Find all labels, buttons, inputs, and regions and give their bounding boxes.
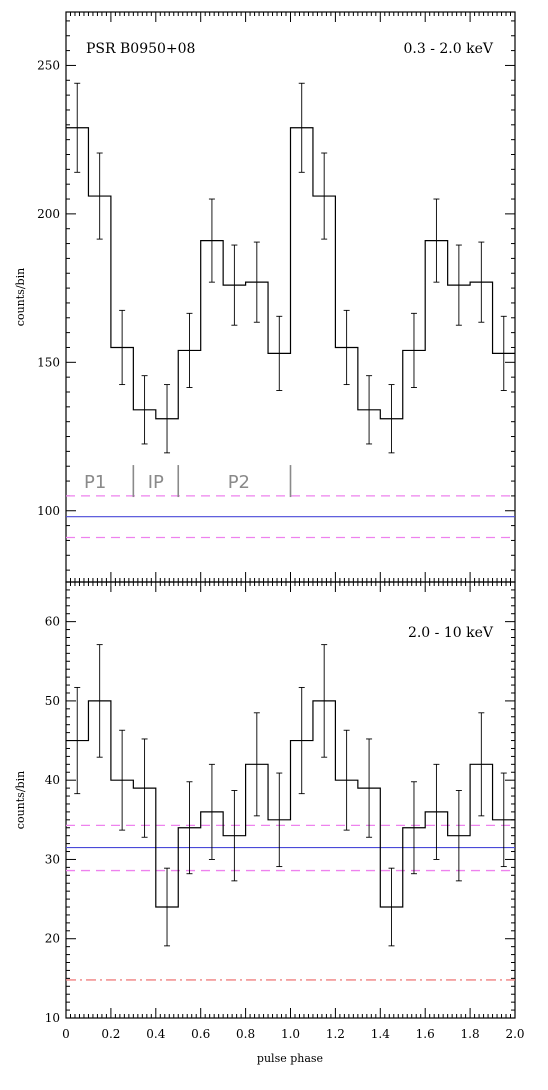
soft-y-tick-label: 200 [37,207,60,221]
hard-x-tick-label: 0.8 [236,1027,255,1041]
hard-band-panel: 2.0 - 10 keV counts/bin pulse phase 0 0.2… [14,581,525,1065]
soft-y-tick-label: 150 [37,355,60,369]
hard-x-tick-label: 1.8 [461,1027,480,1041]
hard-x-tick-label: 0.2 [101,1027,120,1041]
pulsar-name-label: PSR B0950+08 [86,41,195,57]
phase-region-label: IP [148,472,164,493]
soft-energy-range-label: 0.3 - 2.0 keV [404,41,494,57]
hard-x-tick-label: 0.4 [146,1027,165,1041]
phase-region-label: P1 [84,472,106,493]
hard-x-tick-label: 0.6 [191,1027,210,1041]
hard-count-histogram [66,700,515,908]
phase-region-label: P2 [228,472,250,493]
soft-band-marks: 100 150 200 250 P1 IP P2 [37,12,516,582]
hard-y-tick-label: 20 [45,932,60,946]
soft-y-tick-label: 100 [37,504,60,518]
hard-x-tick-label: 1.0 [281,1027,300,1041]
hard-x-tick-label: 1.2 [326,1027,345,1041]
hard-band-y-axis-label: counts/bin [14,771,27,829]
x-axis-label: pulse phase [257,1052,323,1065]
hard-x-tick-label: 1.6 [416,1027,435,1041]
soft-count-histogram [66,127,515,420]
hard-x-tick-label: 1.4 [371,1027,390,1041]
hard-y-tick-label: 60 [45,615,60,629]
hard-energy-range-label: 2.0 - 10 keV [408,625,494,641]
hard-y-tick-label: 10 [45,1011,60,1025]
soft-y-tick-label: 250 [37,58,60,72]
hard-x-tick-label: 2.0 [505,1027,524,1041]
soft-band-panel: PSR B0950+08 0.3 - 2.0 keV counts/bin 10… [14,11,516,583]
hard-y-tick-label: 40 [45,773,60,787]
soft-band-y-axis-label: counts/bin [14,268,27,326]
hard-band-marks: 0 0.2 0.4 0.6 0.8 1.0 1.2 1.4 1.6 1.8 2.0 10 20 30 40 5… [45,581,525,1041]
hard-y-tick-label: 30 [45,852,60,866]
hard-y-tick-label: 50 [45,694,60,708]
hard-x-tick-label: 0 [62,1027,70,1041]
